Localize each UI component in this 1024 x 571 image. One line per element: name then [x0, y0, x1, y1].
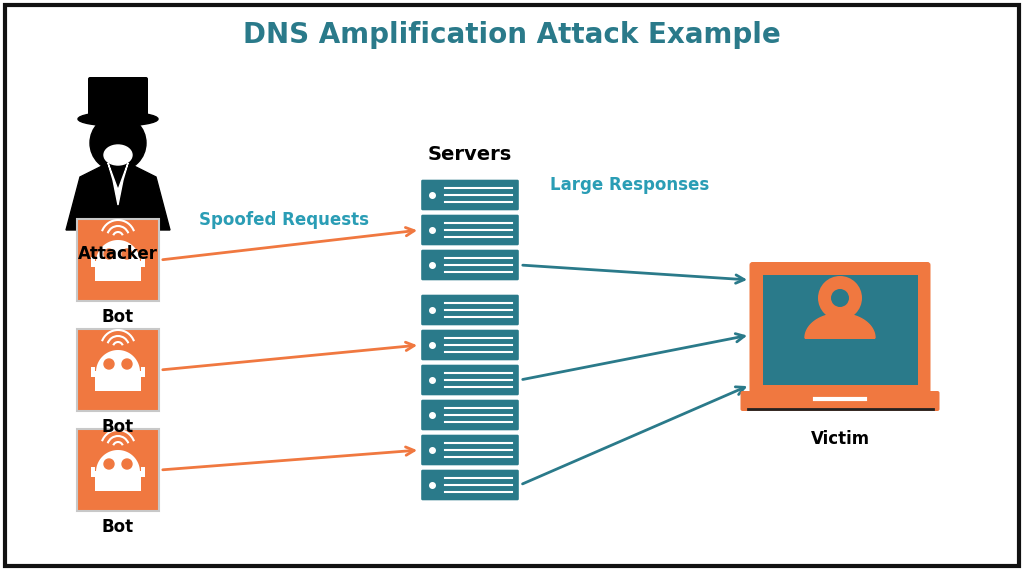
Ellipse shape — [104, 145, 132, 165]
Text: Victim: Victim — [810, 430, 869, 448]
Text: Bot: Bot — [102, 308, 134, 326]
Text: Servers: Servers — [428, 146, 512, 164]
FancyBboxPatch shape — [77, 329, 159, 411]
FancyBboxPatch shape — [421, 434, 519, 466]
FancyBboxPatch shape — [421, 399, 519, 431]
FancyBboxPatch shape — [91, 367, 95, 377]
FancyBboxPatch shape — [421, 179, 519, 211]
Circle shape — [831, 289, 849, 307]
Text: Large Responses: Large Responses — [550, 176, 710, 194]
FancyBboxPatch shape — [421, 329, 519, 361]
Circle shape — [122, 359, 132, 369]
FancyBboxPatch shape — [740, 391, 939, 411]
FancyBboxPatch shape — [421, 249, 519, 281]
FancyBboxPatch shape — [88, 77, 148, 123]
Polygon shape — [96, 450, 140, 472]
Text: Bot: Bot — [102, 418, 134, 436]
FancyBboxPatch shape — [421, 364, 519, 396]
FancyBboxPatch shape — [141, 367, 145, 377]
Circle shape — [104, 459, 114, 469]
Polygon shape — [96, 350, 140, 372]
Circle shape — [122, 459, 132, 469]
FancyBboxPatch shape — [77, 429, 159, 511]
Polygon shape — [108, 163, 128, 205]
FancyBboxPatch shape — [95, 371, 141, 391]
Polygon shape — [66, 163, 170, 230]
FancyBboxPatch shape — [95, 261, 141, 281]
Text: Bot: Bot — [102, 518, 134, 536]
Circle shape — [90, 115, 146, 171]
Text: Attacker: Attacker — [78, 245, 158, 263]
Polygon shape — [805, 313, 874, 338]
Text: Spoofed Requests: Spoofed Requests — [199, 211, 369, 229]
Ellipse shape — [78, 112, 158, 126]
Circle shape — [818, 276, 862, 320]
Circle shape — [122, 249, 132, 259]
FancyBboxPatch shape — [95, 471, 141, 491]
FancyBboxPatch shape — [421, 214, 519, 246]
Circle shape — [104, 359, 114, 369]
FancyBboxPatch shape — [763, 275, 918, 385]
Text: DNS Amplification Attack Example: DNS Amplification Attack Example — [243, 21, 781, 49]
Polygon shape — [96, 240, 140, 262]
FancyBboxPatch shape — [91, 257, 95, 267]
FancyBboxPatch shape — [141, 467, 145, 477]
FancyBboxPatch shape — [91, 467, 95, 477]
FancyBboxPatch shape — [421, 294, 519, 326]
FancyBboxPatch shape — [421, 469, 519, 501]
FancyBboxPatch shape — [141, 257, 145, 267]
FancyBboxPatch shape — [750, 262, 931, 398]
FancyBboxPatch shape — [77, 219, 159, 301]
Circle shape — [104, 249, 114, 259]
